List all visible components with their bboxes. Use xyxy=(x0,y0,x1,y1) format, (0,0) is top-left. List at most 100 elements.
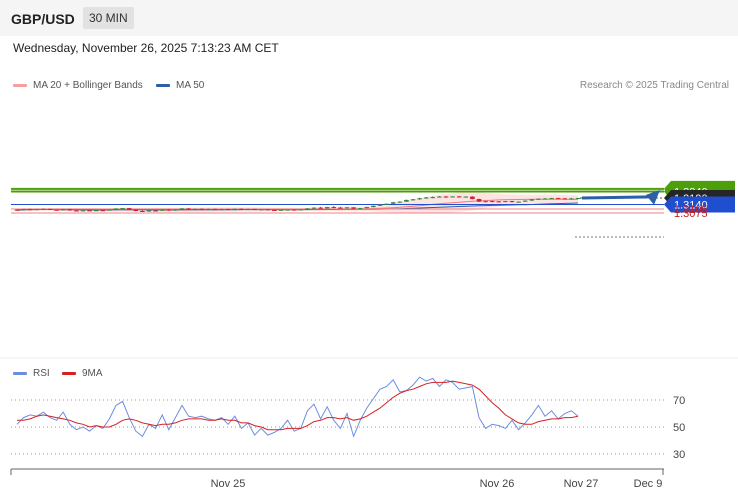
x-tick-Nov-26: Nov 26 xyxy=(480,478,515,490)
symbol-title: GBP/USD xyxy=(11,11,75,27)
legend-rsi-label: RSI xyxy=(33,368,50,379)
candle-body xyxy=(225,209,231,211)
candle-body xyxy=(120,208,125,210)
timestamp: Wednesday, November 26, 2025 7:13:23 AM … xyxy=(13,41,279,55)
rsi-line xyxy=(16,376,579,438)
rsi-tick-50: 50 xyxy=(673,422,685,434)
legend-rsi: RSI xyxy=(13,368,50,379)
legend-ma20-label: MA 20 + Bollinger Bands xyxy=(33,80,143,91)
candle-body xyxy=(153,210,158,212)
candle-body xyxy=(245,208,251,210)
candle-body xyxy=(166,209,172,211)
candle-body xyxy=(133,209,139,211)
candle-body xyxy=(87,210,92,212)
candle-body xyxy=(41,208,46,210)
candle-body xyxy=(258,209,264,211)
candle-body xyxy=(450,196,455,198)
timeframe-button[interactable]: 30 MIN xyxy=(83,7,134,29)
candle-body xyxy=(377,204,383,206)
candle-body xyxy=(331,207,337,209)
candle-body xyxy=(575,198,581,199)
candle-body xyxy=(179,208,185,210)
candle-body xyxy=(206,208,211,210)
candle-body xyxy=(443,196,449,198)
candle-body xyxy=(212,208,218,210)
x-tick-Nov-25: Nov 25 xyxy=(211,478,246,490)
candle-body xyxy=(509,201,515,203)
x-tick-Nov-27: Nov 27 xyxy=(564,478,599,490)
level-label-1.3105: 1.3105 xyxy=(674,204,708,216)
candle-body xyxy=(199,208,205,210)
candle-body xyxy=(417,198,422,200)
candle-body xyxy=(351,207,356,209)
candle-body xyxy=(503,201,508,203)
candle-body xyxy=(113,208,119,210)
projection-arrow xyxy=(581,195,653,200)
candle-body xyxy=(173,209,178,211)
level-tag-1.3140 xyxy=(664,196,735,213)
candle-body xyxy=(186,208,191,210)
candle-body xyxy=(34,209,40,211)
candle-body xyxy=(470,196,475,200)
candle-body xyxy=(27,209,33,211)
candle-body xyxy=(549,198,554,200)
candle-body xyxy=(318,207,323,209)
9ma-swatch xyxy=(62,371,76,375)
candle-body xyxy=(285,209,290,211)
candle-body xyxy=(305,208,310,210)
legend-ma50-label: MA 50 xyxy=(176,80,205,91)
candle-body xyxy=(529,199,535,201)
level-label-1.3140: 1.3140 xyxy=(674,200,708,212)
candle-body xyxy=(93,210,99,212)
candle-body xyxy=(146,210,152,212)
candle-body xyxy=(371,205,376,208)
candle-body xyxy=(80,210,86,212)
rsi-tick-70: 70 xyxy=(673,395,685,407)
projection-arrowhead xyxy=(646,189,660,205)
candle-body xyxy=(67,209,73,211)
candle-body xyxy=(278,209,284,211)
candle-body xyxy=(357,208,363,210)
candle-body xyxy=(522,200,528,202)
candle-body xyxy=(47,208,53,210)
candle-body xyxy=(107,209,112,211)
candle-body xyxy=(463,196,469,198)
candle-body xyxy=(159,209,165,211)
candle-body xyxy=(232,208,238,210)
candle-body xyxy=(410,199,416,201)
candle-body xyxy=(324,207,330,209)
candle-body xyxy=(489,201,495,203)
candle-body xyxy=(140,211,145,212)
candle-body xyxy=(423,197,429,199)
candle-body xyxy=(569,198,574,200)
credit-text: Research © 2025 Trading Central xyxy=(579,80,729,91)
candle-body xyxy=(397,201,403,203)
candle-body xyxy=(60,209,66,211)
level-label-1.3075: 1.3075 xyxy=(674,208,708,220)
candle-body xyxy=(516,201,521,203)
top-bar: GBP/USD 30 MIN xyxy=(0,0,738,36)
candle-body xyxy=(483,201,488,203)
legend-ma50: MA 50 xyxy=(156,80,204,91)
candle-body xyxy=(344,207,350,209)
rsi-ma-line xyxy=(17,380,579,431)
candle-body xyxy=(219,209,224,211)
legend-9ma-label: 9MA xyxy=(82,368,103,379)
candle-body xyxy=(265,209,271,211)
candle-body xyxy=(272,209,277,211)
candle-body xyxy=(311,207,317,209)
x-tick-Dec-9: Dec 9 xyxy=(634,478,663,490)
candle-body xyxy=(536,198,541,200)
candle-body xyxy=(100,210,106,212)
candle-body xyxy=(496,201,502,203)
legend-ma20: MA 20 + Bollinger Bands xyxy=(13,80,143,91)
rsi-tick-30: 30 xyxy=(673,449,685,461)
candle-body xyxy=(291,209,297,211)
candle-body xyxy=(390,202,396,204)
candle-body xyxy=(364,207,370,209)
candle-body xyxy=(338,207,343,209)
candle-body xyxy=(562,198,568,200)
candle-body xyxy=(437,196,442,198)
candle-body xyxy=(239,208,244,210)
